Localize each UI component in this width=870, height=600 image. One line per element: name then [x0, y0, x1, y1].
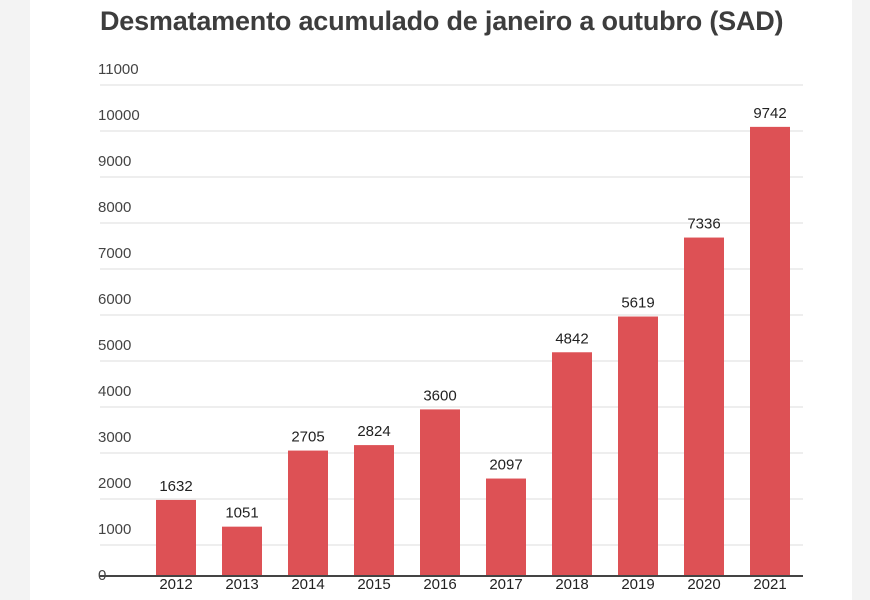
y-tick-label: 11000 — [98, 61, 139, 78]
x-tick-label: 2014 — [291, 576, 324, 593]
y-axis-ticks: 0100020003000400050006000700080009000100… — [98, 61, 140, 584]
x-tick-label: 2018 — [555, 576, 588, 593]
data-label: 2097 — [489, 457, 522, 474]
bar — [222, 526, 262, 575]
y-tick-label: 6000 — [98, 291, 131, 308]
bar — [552, 352, 592, 575]
y-tick-label: 10000 — [98, 107, 140, 124]
y-tick-label: 2000 — [98, 475, 131, 492]
y-tick-label: 5000 — [98, 337, 131, 354]
x-tick-label: 2020 — [687, 576, 720, 593]
x-tick-label: 2015 — [357, 576, 390, 593]
data-label: 3600 — [423, 387, 456, 404]
x-tick-label: 2016 — [423, 576, 456, 593]
data-label: 1632 — [159, 478, 192, 495]
data-label: 1051 — [225, 505, 258, 522]
bar — [618, 316, 658, 575]
bar — [486, 478, 526, 575]
y-tick-label: 8000 — [98, 199, 131, 216]
bars — [156, 126, 790, 576]
y-tick-label: 3000 — [98, 429, 131, 446]
data-label: 9742 — [753, 105, 786, 122]
data-labels: 1632 1051 2705 2824 3600 2097 4842 5619 7336 9742 — [159, 105, 786, 522]
y-tick-label: 1000 — [98, 521, 131, 538]
data-label: 2824 — [357, 423, 390, 440]
bar — [288, 450, 328, 575]
data-label: 7336 — [687, 216, 720, 233]
y-tick-label: 7000 — [98, 245, 131, 262]
bar — [750, 126, 790, 576]
data-label: 2705 — [291, 429, 324, 446]
x-axis-ticks: 2012 2013 2014 2015 2016 2017 2018 2019 2020 2021 — [159, 576, 786, 593]
x-tick-label: 2012 — [159, 576, 192, 593]
bar — [156, 499, 196, 575]
bar — [420, 409, 460, 575]
y-tick-label: 4000 — [98, 383, 131, 400]
data-label: 4842 — [555, 330, 588, 347]
x-tick-label: 2019 — [621, 576, 654, 593]
chart-title: Desmatamento acumulado de janeiro a outu… — [100, 6, 784, 36]
x-tick-label: 2013 — [225, 576, 258, 593]
bar — [354, 445, 394, 575]
x-tick-label: 2017 — [489, 576, 522, 593]
y-tick-label: 9000 — [98, 153, 131, 170]
x-tick-label: 2021 — [753, 576, 786, 593]
bar — [684, 237, 724, 575]
data-label: 5619 — [621, 295, 654, 312]
